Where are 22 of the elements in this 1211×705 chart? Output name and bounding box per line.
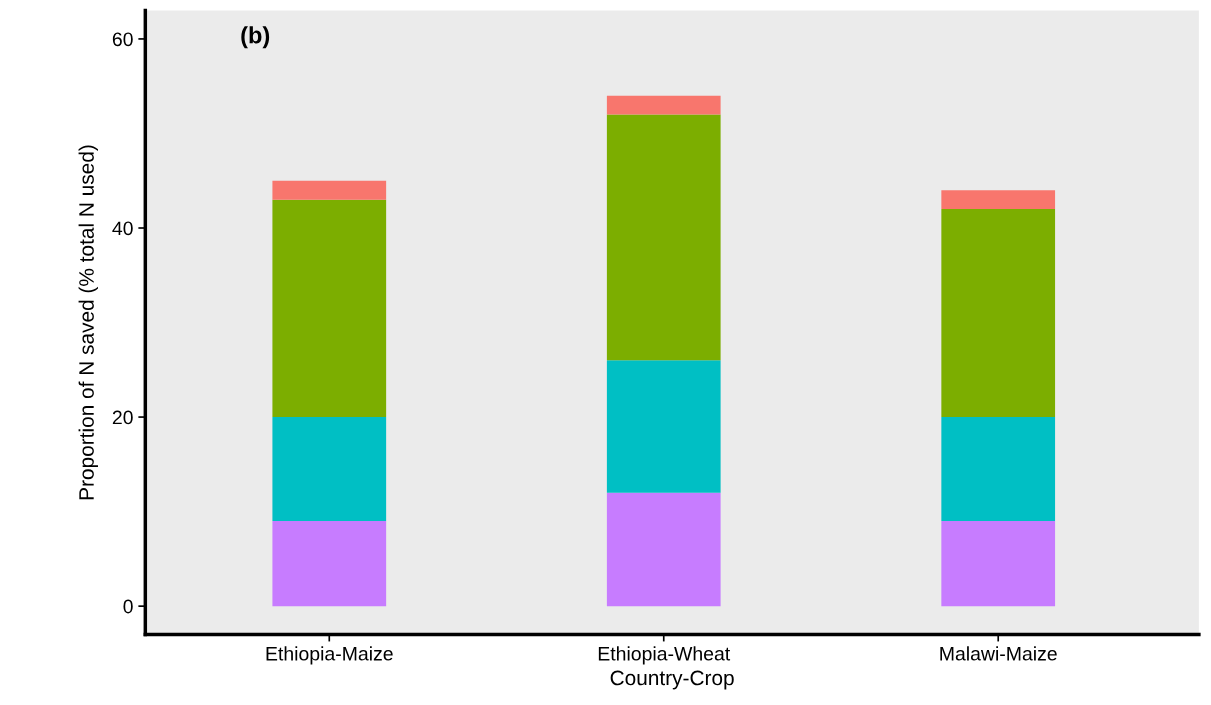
bar [941, 190, 1056, 210]
bar [606, 360, 721, 493]
y-axis-title: Proportion of N saved (% total N used) [78, 145, 98, 500]
x-tick-label: Malawi-Maize [940, 646, 1057, 661]
bar [941, 209, 1056, 418]
y-tick-label: 0 [123, 599, 133, 614]
bar [941, 521, 1056, 607]
y-tick-label: 40 [112, 221, 133, 236]
bar [272, 521, 387, 607]
y-tick-label: 20 [112, 410, 133, 425]
annotation: (b) [241, 26, 270, 49]
y-tick-label: 60 [112, 32, 133, 47]
bar [606, 95, 721, 115]
x-tick-label: Ethiopia-Maize [266, 646, 393, 665]
x-tick-label: Ethiopia-Wheat [598, 646, 731, 665]
bar [272, 180, 387, 200]
x-axis-title: Country-Crop [610, 670, 734, 690]
bar [941, 417, 1056, 522]
bar [606, 114, 721, 361]
bar [272, 199, 387, 418]
bar [606, 492, 721, 607]
bar [272, 417, 387, 522]
